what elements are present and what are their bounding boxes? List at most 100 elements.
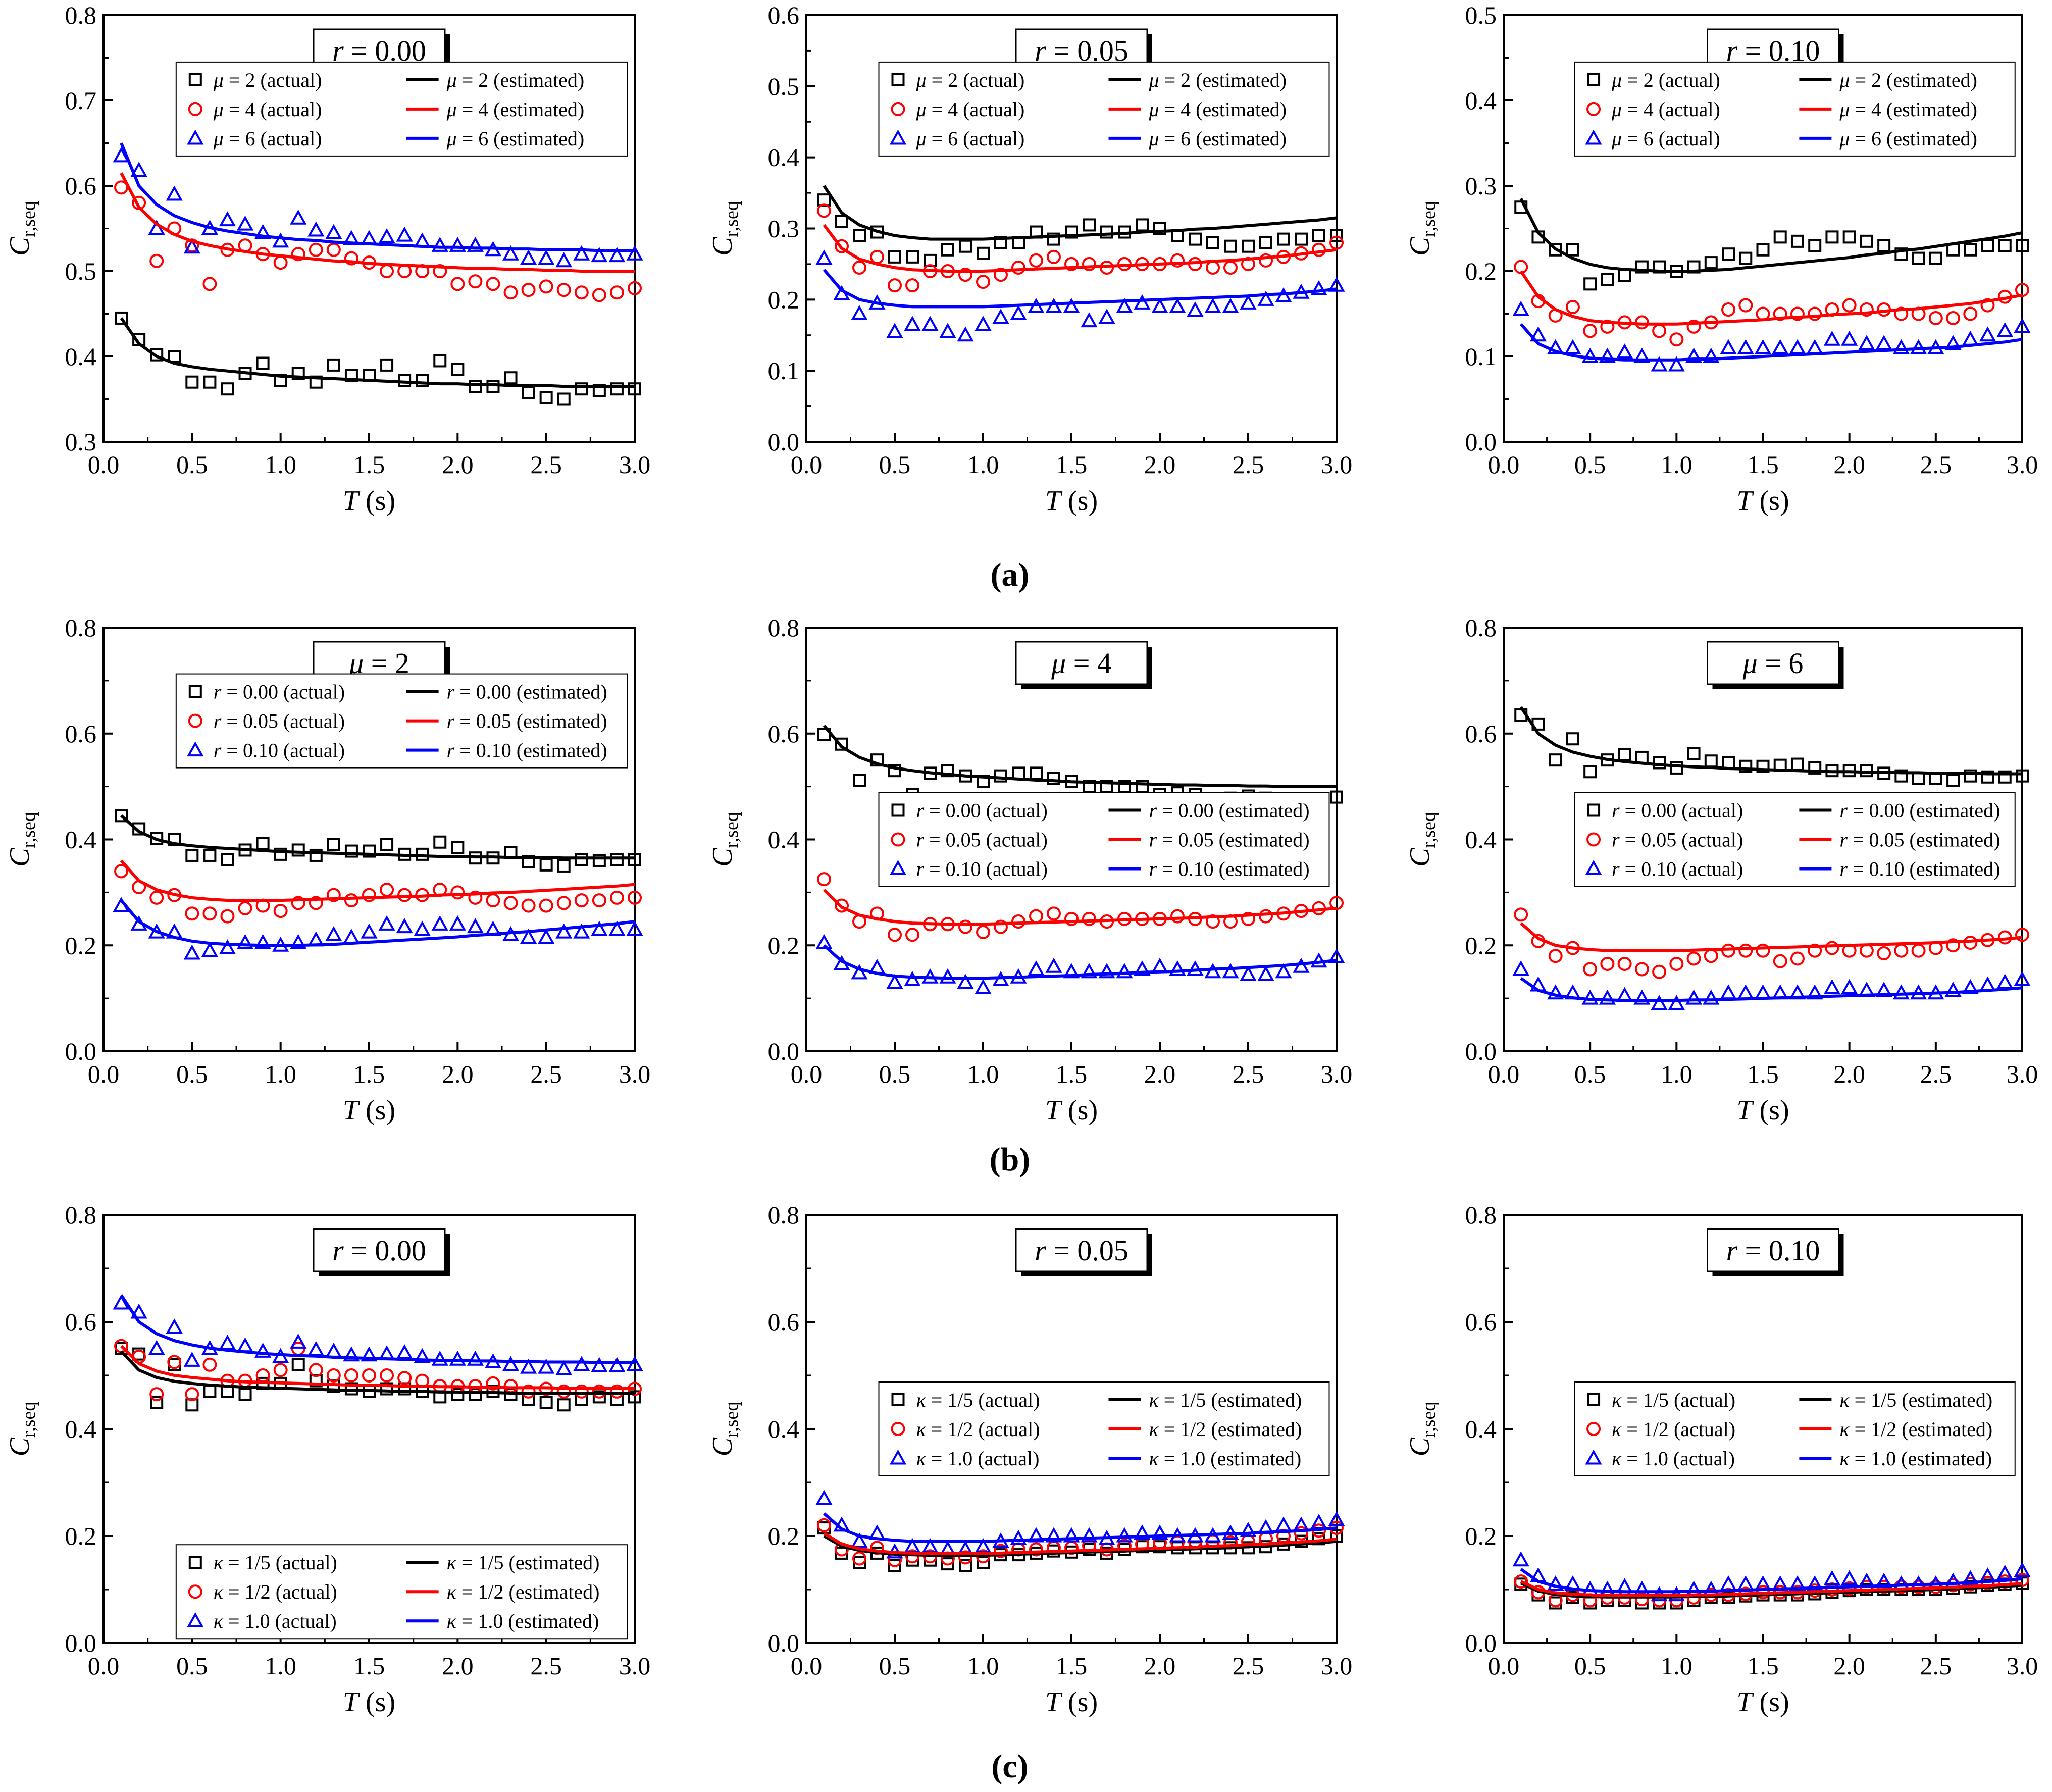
data-point xyxy=(149,1387,164,1402)
data-point xyxy=(1581,347,1599,363)
data-point xyxy=(274,847,287,861)
legend-marker xyxy=(1585,860,1602,876)
data-point xyxy=(362,1368,376,1383)
estimated-line xyxy=(120,1294,635,1364)
data-point xyxy=(906,250,919,264)
data-point xyxy=(520,929,537,944)
legend-box xyxy=(878,1381,1330,1476)
data-point xyxy=(1722,247,1735,261)
legend-entry: κ = 1.0 (estimated) xyxy=(1839,1447,1992,1470)
legend-entry: r = 0.05 (actual) xyxy=(1612,829,1743,851)
data-point xyxy=(1754,339,1772,354)
data-point xyxy=(130,1303,147,1319)
y-tick-label: 0.6 xyxy=(768,1308,800,1336)
x-tick-label: 2.0 xyxy=(1833,1652,1865,1680)
y-tick-label: 0.7 xyxy=(65,86,97,115)
data-point xyxy=(1047,772,1060,785)
data-point xyxy=(870,249,884,264)
x-tick-label: 0.0 xyxy=(1488,1060,1520,1088)
data-point xyxy=(201,942,218,957)
estimated-line xyxy=(120,899,635,947)
data-point xyxy=(992,309,1009,324)
data-point xyxy=(888,928,902,942)
data-point xyxy=(380,358,394,372)
data-point xyxy=(1842,298,1857,313)
data-point xyxy=(1549,243,1562,257)
data-point xyxy=(467,236,484,252)
legend-entry: κ = 1/5 (estimated) xyxy=(1839,1389,1992,1411)
x-tick-label: 2.5 xyxy=(1920,1060,1952,1088)
legend-entry: κ = 1.0 (actual) xyxy=(916,1447,1040,1470)
data-point xyxy=(398,374,412,387)
data-point xyxy=(166,1318,183,1334)
data-point xyxy=(433,354,447,368)
data-point xyxy=(888,250,901,264)
data-point xyxy=(539,391,553,404)
y-tick-label: 0.4 xyxy=(768,1415,800,1443)
data-point xyxy=(815,1490,833,1505)
data-point xyxy=(575,853,588,866)
data-point xyxy=(1633,347,1651,363)
legend-marker xyxy=(188,1556,202,1569)
data-point xyxy=(1045,298,1062,313)
data-point xyxy=(853,229,866,242)
data-point xyxy=(1894,306,1909,321)
data-point xyxy=(1222,298,1239,313)
actual-series xyxy=(1514,200,2029,291)
x-tick-label: 0.5 xyxy=(176,450,208,479)
data-point xyxy=(1081,312,1098,328)
x-axis-title: T (s) xyxy=(1045,485,1098,517)
legend-marker xyxy=(188,713,202,728)
x-tick-label: 1.5 xyxy=(1056,1652,1088,1680)
legend-entry: r = 0.10 (estimated) xyxy=(1149,858,1310,881)
data-point xyxy=(449,915,466,931)
x-tick-label: 0.0 xyxy=(88,450,120,479)
y-tick-label: 0.8 xyxy=(65,1201,97,1229)
data-point xyxy=(1583,962,1598,977)
data-point xyxy=(290,934,307,949)
data-point xyxy=(556,896,571,910)
data-point xyxy=(467,1350,484,1366)
data-point xyxy=(130,162,147,177)
legend-marker xyxy=(188,1584,202,1599)
data-point xyxy=(2015,928,2029,942)
legend-entry: κ = 1/2 (actual) xyxy=(1612,1418,1735,1441)
estimated-line xyxy=(823,269,1337,309)
x-tick-label: 1.0 xyxy=(265,1060,296,1088)
data-point xyxy=(238,1388,252,1401)
data-point xyxy=(1151,1524,1168,1540)
data-point xyxy=(1330,790,1343,804)
data-point xyxy=(1790,951,1805,966)
legend-entry: r = 0.00 (actual) xyxy=(916,799,1048,822)
data-point xyxy=(219,939,236,955)
x-tick-label: 1.5 xyxy=(1747,1060,1779,1088)
legend-box xyxy=(1574,792,2016,887)
data-point xyxy=(183,1352,200,1367)
data-point xyxy=(1134,1524,1151,1540)
legend: r = 0.00 (actual) r = 0.05 (actual) r = 0.… xyxy=(175,673,628,769)
data-point xyxy=(835,898,849,913)
data-point xyxy=(1720,1575,1737,1591)
data-point xyxy=(1100,225,1113,239)
data-point xyxy=(1312,229,1325,242)
data-point xyxy=(148,1340,165,1355)
data-point xyxy=(1512,1551,1529,1567)
data-point xyxy=(1806,984,1823,1000)
data-point xyxy=(202,906,217,921)
actual-series xyxy=(115,311,641,406)
legend: κ = 1/5 (actual) κ = 1/2 (actual) κ = 1.0 … xyxy=(878,1381,1330,1476)
legend-entry: κ = 1/5 (actual) xyxy=(1612,1389,1735,1411)
data-point xyxy=(1601,273,1614,286)
data-point xyxy=(290,209,307,225)
panel-caption: (b) xyxy=(990,1141,1031,1178)
data-point xyxy=(1241,911,1255,926)
data-point xyxy=(888,1559,901,1572)
legend-marker xyxy=(1586,101,1601,116)
data-point xyxy=(556,283,571,297)
data-point xyxy=(1754,984,1772,1000)
data-point xyxy=(1892,984,1910,1000)
y-tick-label: 0.5 xyxy=(768,72,800,100)
y-tick-label: 0.3 xyxy=(768,215,800,243)
legend-entry: μ = 6 (actual) xyxy=(213,127,322,150)
y-axis-title: Cr,seq xyxy=(707,1402,742,1457)
